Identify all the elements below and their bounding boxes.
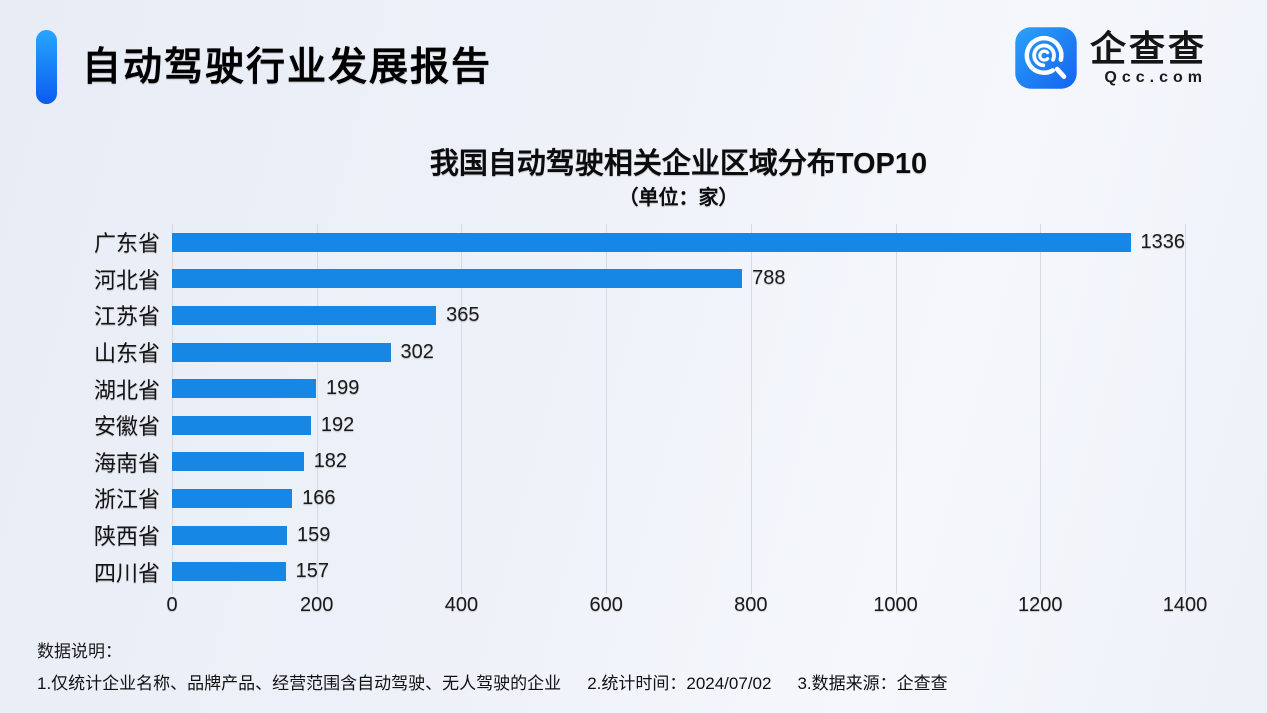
- x-axis: 0 200 400 600 800 1000 1200 1400: [166, 594, 1207, 620]
- bar-row: 157: [172, 553, 1185, 590]
- x-tick-label-200: 200: [300, 594, 334, 616]
- bar-row: 1336: [172, 224, 1185, 261]
- qcc-logo: 企查查 Qcc.com: [1014, 26, 1207, 90]
- bar: [172, 488, 293, 508]
- qcc-logo-name: 企查查: [1089, 27, 1207, 69]
- value-label: 788: [752, 267, 786, 290]
- bar-row: 365: [172, 297, 1185, 334]
- value-label: 159: [297, 523, 331, 546]
- chart-unit-label: （单位：家）: [618, 187, 739, 209]
- value-label: 157: [295, 560, 329, 583]
- bar: [172, 452, 304, 472]
- gridline-400: [461, 224, 463, 594]
- x-tick-label-1200: 1200: [1018, 594, 1063, 616]
- x-tick-label-1400: 1400: [1162, 594, 1208, 616]
- bar: [172, 269, 743, 289]
- qcc-logo-icon: [1015, 27, 1077, 89]
- category-label: 安徽省: [93, 414, 160, 440]
- bar: [172, 379, 316, 399]
- x-tick-label-0: 0: [166, 594, 178, 616]
- qcc-logo-domain: Qcc.com: [1104, 69, 1207, 87]
- gridline-800: [750, 224, 752, 594]
- category-label: 山东省: [93, 341, 160, 367]
- value-label: 302: [400, 340, 434, 363]
- gridline-1000: [895, 224, 897, 594]
- value-label: 365: [446, 303, 480, 326]
- gridline-600: [606, 224, 608, 594]
- bar: [172, 342, 391, 362]
- value-label: 1336: [1140, 230, 1186, 253]
- gridline-1400: [1185, 224, 1186, 594]
- title-accent-bar: [36, 30, 57, 104]
- bar-chart-plot: 1336 788 365 302 199 192 182 166 159 157: [172, 224, 1186, 594]
- page-title: 自动驾驶行业发展报告: [82, 46, 493, 89]
- chart-title: 我国自动驾驶相关企业区域分布TOP10: [429, 148, 928, 180]
- category-label: 海南省: [93, 450, 160, 476]
- x-tick-label-400: 400: [444, 594, 479, 616]
- bar: [172, 305, 437, 325]
- category-label: 四川省: [93, 560, 160, 586]
- qcc-logo-text: 企查查 Qcc.com: [1090, 29, 1207, 88]
- data-notes: 1.仅统计企业名称、品牌产品、经营范围含自动驾驶、无人驾驶的企业 2.统计时间：…: [37, 669, 948, 694]
- gridline-1200: [1040, 224, 1042, 594]
- bar-row: 302: [172, 334, 1185, 371]
- bar-row: 166: [172, 480, 1185, 517]
- bar: [172, 525, 288, 545]
- bar-row: 788: [172, 261, 1185, 298]
- bar-row: 182: [172, 444, 1185, 481]
- data-note-2: 2.统计时间：2024/07/02: [587, 674, 772, 693]
- data-note-1: 1.仅统计企业名称、品牌产品、经营范围含自动驾驶、无人驾驶的企业: [37, 674, 562, 693]
- bar-row: 192: [172, 407, 1185, 444]
- bar: [172, 232, 1131, 252]
- bar-rows: 1336 788 365 302 199 192 182 166 159 157: [172, 224, 1185, 590]
- value-label: 166: [302, 486, 336, 509]
- data-notes-heading: 数据说明：: [37, 642, 122, 661]
- bar-row: 199: [172, 370, 1185, 407]
- category-label: 江苏省: [93, 304, 160, 330]
- data-note-3: 3.数据来源：企查查: [797, 674, 948, 693]
- x-tick-label-600: 600: [589, 594, 623, 616]
- gridline-0: [172, 224, 173, 594]
- value-label: 199: [325, 377, 360, 400]
- category-label: 广东省: [93, 231, 160, 257]
- bar: [172, 415, 311, 435]
- category-label: 陕西省: [93, 524, 160, 550]
- bar: [172, 562, 286, 582]
- bar-row: 159: [172, 517, 1185, 554]
- value-label: 182: [313, 450, 348, 473]
- category-label: 浙江省: [93, 487, 160, 513]
- x-tick-label-800: 800: [734, 594, 768, 616]
- gridline-200: [316, 224, 318, 594]
- category-label: 湖北省: [93, 377, 160, 403]
- value-label: 192: [320, 413, 355, 436]
- category-axis: 广东省河北省江苏省山东省湖北省安徽省海南省浙江省陕西省四川省: [0, 224, 160, 590]
- x-tick-label-1000: 1000: [873, 594, 918, 616]
- category-label: 河北省: [93, 267, 160, 293]
